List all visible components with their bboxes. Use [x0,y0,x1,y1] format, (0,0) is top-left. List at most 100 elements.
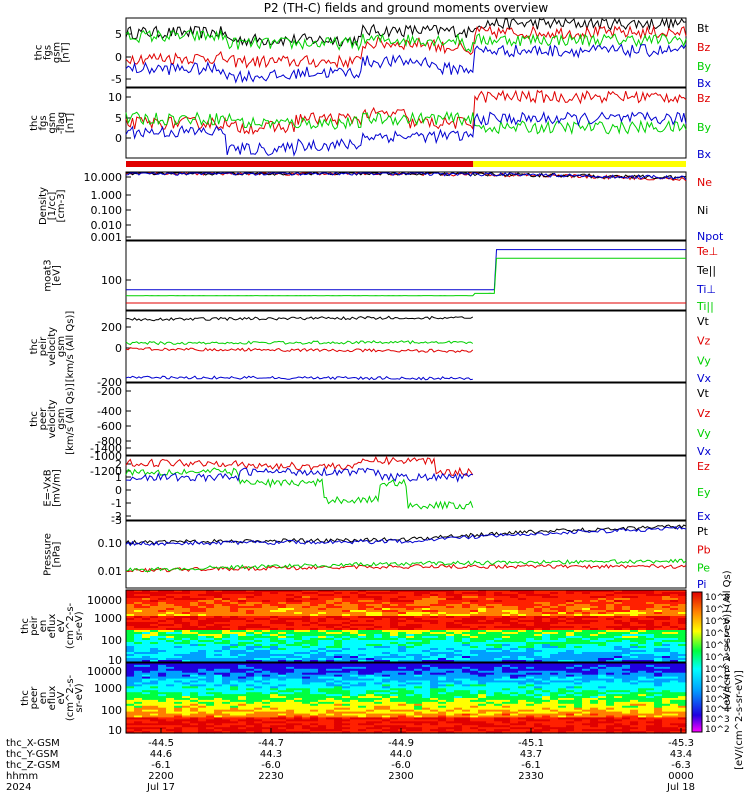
heatmap-cell [158,674,167,678]
heatmap-cell [654,701,663,705]
y-axis-label: sr-eV) [74,683,85,712]
heatmap-cell [142,620,151,623]
heatmap-cell [230,628,239,631]
heatmap-cell [166,652,175,655]
heatmap-cell [542,668,551,672]
heatmap-cell [446,614,455,617]
legend-By: By [697,121,712,134]
heatmap-cell [582,632,591,635]
heatmap-cell [286,672,295,676]
heatmap-cell [582,596,591,599]
heatmap-cell [166,620,175,623]
heatmap-cell [470,715,479,718]
heatmap-cell [126,672,135,676]
heatmap-cell [262,626,271,629]
heatmap-cell [142,602,151,605]
heatmap-cell [470,705,479,709]
heatmap-cell [574,674,583,678]
heatmap-cell [230,688,239,691]
heatmap-cell [598,692,607,695]
heatmap-cell [254,670,263,674]
heatmap-cell [246,663,255,666]
heatmap-cell [566,694,575,697]
heatmap-cell [622,604,631,607]
heatmap-cell [414,699,423,703]
heatmap-cell [246,660,255,663]
heatmap-cell [158,715,167,718]
heatmap-cell [550,688,559,691]
heatmap-cell [486,646,495,649]
heatmap-cell [510,596,519,599]
heatmap-cell [278,610,287,613]
heatmap-cell [198,596,207,599]
heatmap-cell [662,612,671,615]
heatmap-cell [622,705,631,709]
heatmap-cell [638,694,647,697]
heatmap-cell [622,630,631,633]
heatmap-cell [190,713,199,717]
heatmap-cell [174,670,183,674]
heatmap-cell [558,678,567,682]
heatmap-cell [374,634,383,637]
heatmap-cell [126,680,135,683]
heatmap-cell [310,676,319,680]
heatmap-cell [494,602,503,605]
heatmap-cell [390,688,399,691]
heatmap-cell [222,696,231,699]
heatmap-cell [374,600,383,603]
heatmap-cell [398,604,407,607]
heatmap-cell [678,648,687,651]
heatmap-cell [126,654,135,657]
heatmap-cell [366,688,375,691]
heatmap-cell [174,644,183,647]
heatmap-cell [470,644,479,647]
heatmap-cell [454,713,463,717]
heatmap-cell [606,701,615,705]
heatmap-cell [662,670,671,674]
heatmap-cell [518,725,527,728]
heatmap-cell [406,692,415,695]
heatmap-cell [302,590,311,593]
heatmap-cell [454,680,463,683]
heatmap-cell [174,725,183,728]
heatmap-cell [134,664,143,668]
heatmap-cell [190,636,199,639]
heatmap-cell [606,711,615,715]
heatmap-cell [590,680,599,683]
heatmap-cell [566,698,575,701]
heatmap-cell [206,642,215,645]
heatmap-cell [454,658,463,661]
heatmap-cell [438,626,447,629]
heatmap-cell [214,666,223,670]
heatmap-cell [230,634,239,637]
heatmap-cell [518,648,527,651]
heatmap-cell [518,592,527,595]
heatmap-cell [382,638,391,641]
heatmap-cell [406,614,415,617]
heatmap-cell [670,594,679,597]
heatmap-cell [678,628,687,631]
heatmap-cell [190,638,199,641]
heatmap-cell [422,630,431,633]
heatmap-cell [126,658,135,661]
heatmap-cell [598,626,607,629]
heatmap-cell [614,699,623,703]
heatmap-cell [382,654,391,657]
heatmap-cell [662,636,671,639]
heatmap-cell [318,608,327,611]
heatmap-cell [262,690,271,693]
heatmap-cell [510,616,519,619]
heatmap-cell [310,614,319,617]
heatmap-cell [550,638,559,641]
heatmap-cell [214,604,223,607]
heatmap-cell [382,711,391,715]
heatmap-cell [326,668,335,672]
heatmap-cell [190,701,199,705]
heatmap-cell [598,668,607,672]
heatmap-cell [622,684,631,687]
heatmap-cell [574,650,583,653]
heatmap-cell [494,650,503,653]
heatmap-cell [670,701,679,705]
heatmap-cell [638,672,647,676]
heatmap-cell [662,713,671,717]
